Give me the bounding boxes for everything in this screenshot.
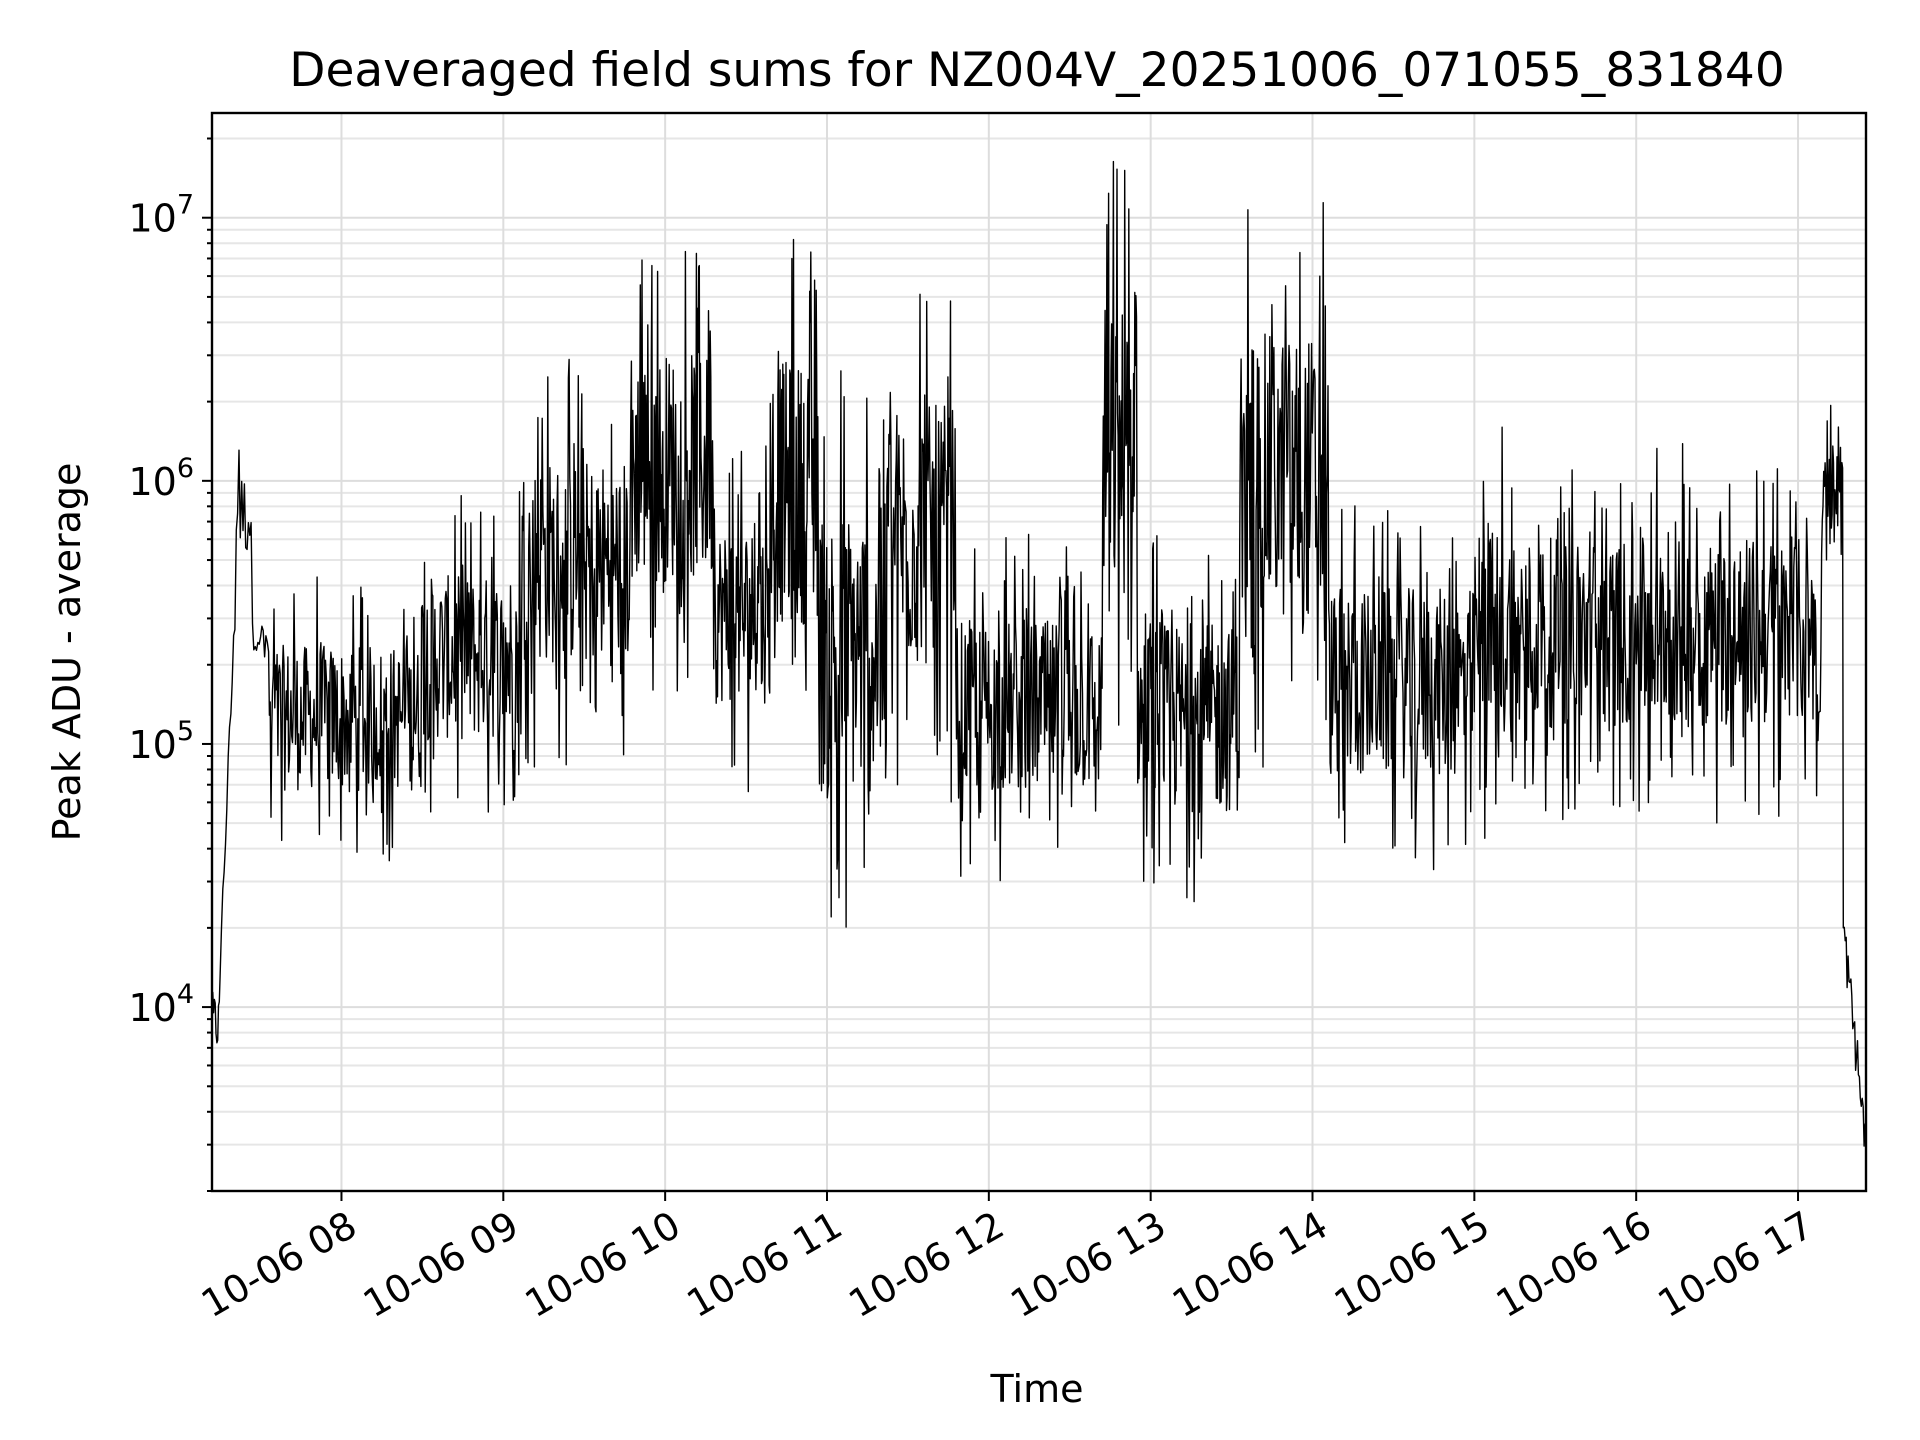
chart-title: Deaveraged field sums for NZ004V_2025100… bbox=[289, 43, 1784, 98]
y-axis-label: Peak ADU - average bbox=[45, 463, 89, 842]
plot-frame bbox=[210, 111, 1868, 1193]
series-layer bbox=[211, 160, 1866, 1147]
y-tick-label: 104 bbox=[128, 979, 194, 1030]
x-axis-label: Time bbox=[990, 1367, 1084, 1411]
y-tick-label: 105 bbox=[128, 716, 194, 767]
y-tick-label: 107 bbox=[128, 190, 194, 241]
series-line bbox=[211, 160, 1866, 1147]
y-tick-label: 106 bbox=[128, 453, 194, 504]
